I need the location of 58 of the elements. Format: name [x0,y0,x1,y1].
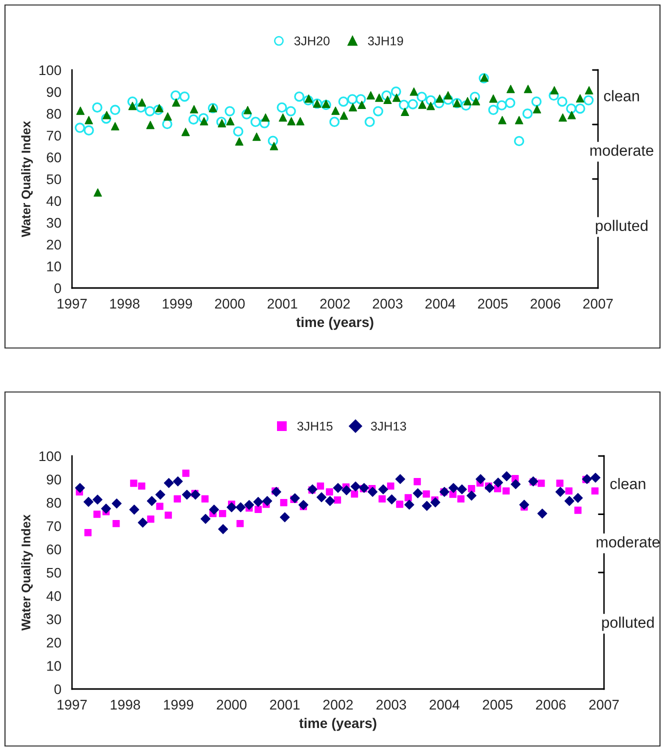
legend-label: 3JH19 [368,36,404,46]
x-tick-label: 2006 [530,298,560,309]
legend-label: 3JH13 [370,422,406,431]
y-tick-label: 90 [46,87,62,97]
x-tick-label: 2004 [430,700,460,710]
y-tick-label: 80 [46,498,62,508]
x-tick-label: 2002 [323,700,353,710]
y-tick-label: 20 [46,240,62,250]
x-tick-label: 2001 [268,298,298,309]
x-axis-title: time (years) [299,718,376,731]
x-tick-label: 1999 [162,298,192,309]
y-tick-label: 100 [39,451,62,462]
x-tick-label: 2004 [425,298,456,309]
y-tick-label: 100 [39,65,62,76]
y-tick-label: 30 [46,614,62,624]
y-tick-label: 10 [47,262,62,272]
x-tick-label: 2000 [216,700,247,710]
y-tick-label: 0 [54,684,62,694]
y-tick-label: 50 [46,174,62,184]
x-tick-label: 1998 [110,298,140,309]
x-tick-label: 2005 [482,700,512,710]
x-tick-label: 2007 [589,700,619,710]
x-axis-title: time (years) [296,316,374,330]
annotation: moderate [596,536,660,548]
annotation: polluted [596,220,648,234]
y-tick-label: 50 [46,568,62,578]
x-tick-label: 1997 [58,700,87,710]
x-tick-label: 2001 [270,700,300,710]
legend-label: 3JH20 [294,36,330,46]
legend-label: 3JH15 [297,422,332,431]
x-tick-label: 2002 [320,298,350,309]
text: clean [604,90,639,102]
x-tick-label: 1999 [164,700,194,710]
y-tick-label: 0 [54,283,62,294]
y-tick-label: 20 [46,638,62,648]
y-tick-label: 80 [46,108,62,119]
y-tick-label: 60 [46,152,62,162]
y-tick-label: 70 [46,521,62,532]
x-tick-label: 2003 [376,700,406,710]
x-tick-label: 2005 [478,298,508,309]
y-tick-label: 60 [46,544,62,554]
y-tick-label: 70 [46,130,62,141]
y-tick-label: 90 [46,474,62,484]
x-tick-label: 2006 [536,700,566,710]
x-tick-label: 1997 [58,298,87,309]
x-tick-label: 2000 [215,298,245,309]
x-tick-label: 2003 [372,298,402,309]
y-axis-title: Water Quality Index [21,514,33,631]
x-tick-label: 1998 [110,700,140,710]
y-axis-title: Water Quality Index [21,120,33,238]
x-tick-label: 2007 [583,298,613,309]
annotation: polluted [602,616,654,631]
text: clean [610,478,646,490]
y-tick-label: 10 [47,661,62,671]
y-tick-label: 40 [46,196,62,206]
y-tick-label: 40 [46,591,62,601]
y-tick-label: 30 [46,218,62,228]
annotation: moderate [590,144,654,156]
